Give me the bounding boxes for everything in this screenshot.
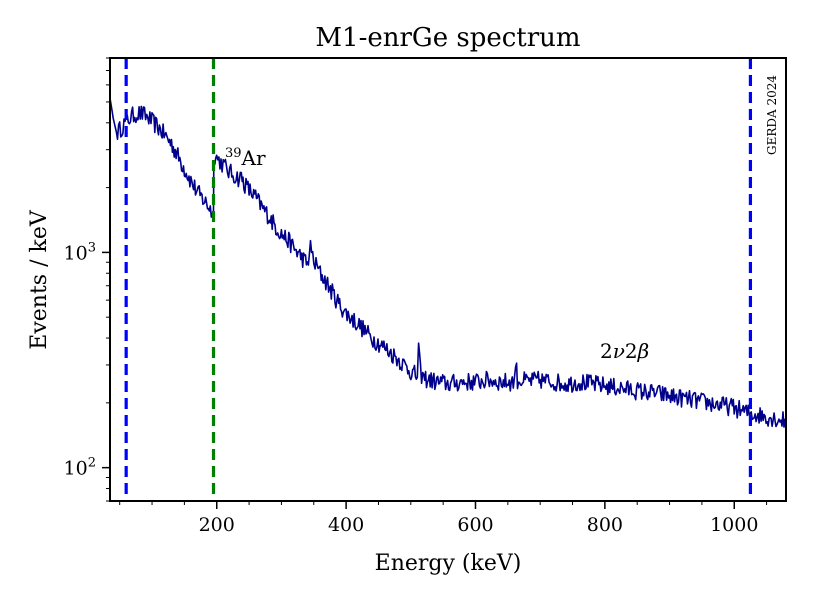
x-tick-label-1: 400 — [328, 514, 364, 536]
chart-title: M1-enrGe spectrum — [315, 23, 580, 53]
plot-area — [110, 58, 786, 501]
x-tick-label-0: 200 — [199, 514, 235, 536]
double-beta-nu: ν — [613, 339, 625, 363]
double-beta-pre: 2 — [600, 339, 613, 363]
ar39-superscript: 39 — [225, 146, 242, 161]
y-axis-ticks: 102 103 — [64, 57, 110, 502]
double-beta-mid: 2 — [625, 339, 638, 363]
x-tick-label-4: 1000 — [710, 514, 758, 536]
double-beta-beta: β — [637, 339, 650, 363]
series-line-0 — [110, 98, 786, 428]
x-axis-label: Energy (keV) — [375, 551, 522, 576]
y-axis-label: Events / keV — [27, 209, 52, 350]
x-tick-label-3: 800 — [587, 514, 623, 536]
y-tick-label-0: 102 — [64, 456, 96, 480]
plot-frame — [109, 57, 787, 502]
x-axis-ticks: 200 400 600 800 1000 — [119, 501, 768, 536]
ar39-annotation: 39Ar — [225, 146, 266, 170]
watermark-label: GERDA 2024 — [765, 75, 779, 155]
ar39-base: Ar — [241, 146, 266, 170]
y-tick-label-1: 103 — [64, 240, 96, 264]
double-beta-annotation: 2ν2β — [600, 339, 649, 363]
x-tick-label-2: 600 — [457, 514, 493, 536]
annotations: 39Ar 2ν2β — [225, 146, 649, 363]
